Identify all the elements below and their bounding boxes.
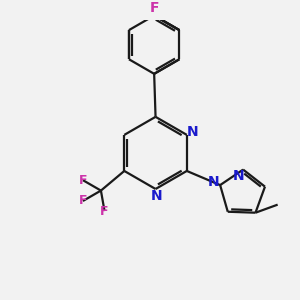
Text: F: F [79, 174, 87, 187]
Text: F: F [79, 194, 87, 208]
Text: N: N [233, 169, 245, 183]
Text: N: N [208, 175, 220, 189]
Text: N: N [187, 125, 199, 139]
Text: F: F [149, 1, 159, 15]
Text: F: F [100, 205, 109, 218]
Text: N: N [151, 189, 163, 203]
